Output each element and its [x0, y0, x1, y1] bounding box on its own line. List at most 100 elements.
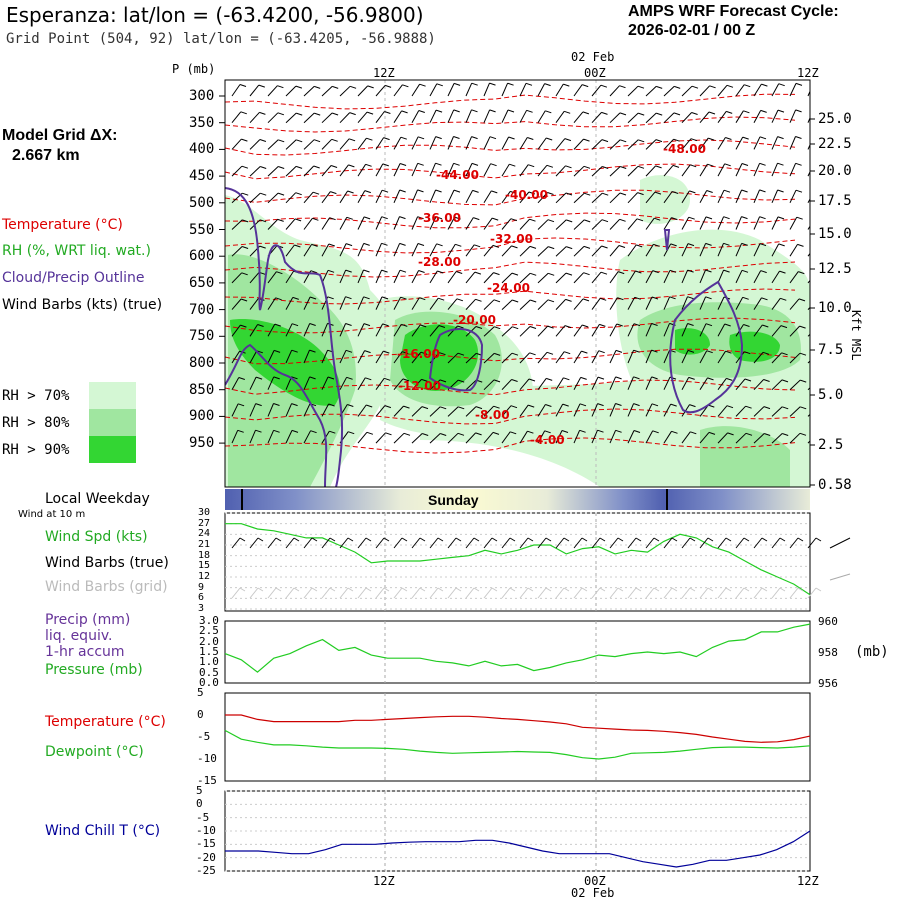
wind-barb: [645, 403, 653, 417]
wind-barb: [411, 379, 422, 391]
model-grid-value: 2.667 km: [12, 147, 80, 164]
rh-90-label: RH > 90%: [2, 442, 70, 458]
wind-barb: [393, 216, 400, 230]
wind-barb: [519, 246, 531, 257]
wind-barb: [663, 296, 671, 310]
wind-barb: [231, 219, 243, 230]
wind-barb: [555, 246, 567, 257]
wind-barb-flag: [453, 82, 461, 86]
wind-barb-flag: [620, 166, 627, 169]
wind-barb-flag: [278, 139, 285, 143]
wind-barb-flag: [313, 165, 320, 169]
wind-barb-flag: [510, 190, 517, 194]
wind-barb: [249, 376, 257, 390]
wind-barb: [483, 82, 490, 97]
wind-barb-flag: [436, 243, 443, 247]
wind-barb-flag: [363, 296, 370, 300]
wind-barb-flag: [259, 139, 267, 142]
wind-barb-flag: [255, 403, 262, 407]
height-tick: 0.58: [818, 477, 852, 493]
wind-barb: [789, 83, 797, 97]
isotherm-line: [225, 139, 796, 156]
wind-barb-flag: [277, 192, 285, 196]
local-weekday-label: Local Weekday: [45, 491, 150, 507]
wind-barb-flag: [619, 218, 626, 222]
wind-barb-flag: [548, 246, 555, 250]
wind-barb: [393, 405, 404, 417]
wind-barb-flag: [327, 376, 335, 380]
wind-barb: [267, 376, 275, 390]
wind-barb-flag: [600, 297, 607, 301]
wind-barb-flag: [777, 216, 785, 220]
surface-wind-barb-flag: [329, 537, 336, 542]
wind-barb: [231, 246, 243, 257]
wind-barb: [303, 349, 310, 364]
wind-barb: [789, 432, 801, 444]
height-tick: 20.0: [818, 163, 852, 179]
wind-barb: [771, 352, 782, 364]
bottom-tick-12z-b: 12Z: [797, 874, 819, 888]
surface-wind-barb: [717, 537, 727, 549]
grid-wind-barb-flag: [527, 587, 534, 592]
wind-barbs-legend: Wind Barbs (kts) (true): [2, 297, 163, 313]
wind-barb-flag: [582, 298, 590, 302]
wind-barb: [573, 403, 581, 417]
wind-barb-flag: [584, 192, 591, 196]
wind-barb-flag: [709, 85, 716, 89]
wind-barb-flag: [363, 323, 371, 327]
wind-barb: [807, 225, 810, 230]
wind-barb-flag: [365, 163, 372, 167]
wind-barb: [573, 138, 584, 150]
wind-barb-flag: [600, 84, 608, 88]
grid-wind-barb-flag: [653, 587, 660, 592]
wind-barb: [501, 272, 513, 284]
wind-chill-label: Wind Chill T (°C): [45, 823, 161, 839]
wind-barb: [303, 430, 312, 444]
surface-wind-barb: [483, 537, 493, 549]
surface-wind-barb-flag: [761, 537, 768, 542]
wind-barb-flag: [366, 431, 374, 435]
wind-barb: [807, 90, 810, 97]
wind-barb-flag: [455, 243, 462, 247]
wind-barb-flag: [527, 137, 534, 140]
grid-wind-barb: [519, 587, 529, 599]
wind-barb: [771, 136, 779, 150]
wind-barb: [573, 324, 583, 337]
wind-barb-flag: [818, 380, 824, 382]
wind-barb-flag: [687, 269, 694, 273]
wind-barb: [573, 84, 583, 97]
wind-barb-flag: [708, 137, 715, 141]
wind-barb: [681, 85, 693, 97]
wind-barb-flag: [240, 298, 248, 302]
cloud-legend: Cloud/Precip Outline: [2, 270, 145, 286]
wind-barb: [483, 353, 495, 364]
wind-barb-flag: [400, 136, 407, 140]
surface-wind-barb: [663, 537, 673, 549]
wind-barb: [411, 110, 420, 123]
bottom-tick-00z: 00Z: [584, 874, 606, 888]
temp-ytick: -15: [197, 774, 217, 787]
height-tick: 17.5: [818, 193, 852, 209]
wind-barb-flag: [741, 163, 749, 166]
precip-ytick: 2.5: [199, 624, 219, 638]
wind-barb: [393, 84, 403, 97]
pressure-tick-950: 950: [189, 435, 215, 452]
wind-barb: [663, 112, 675, 124]
wind-barb: [375, 85, 386, 97]
grid-wind-barb: [753, 587, 763, 599]
wind-barb-flag: [399, 216, 406, 220]
wind-barb: [645, 165, 656, 177]
wind-barb-flag: [420, 324, 427, 328]
wind-barb: [771, 379, 783, 391]
surface-wind-barb: [429, 537, 439, 549]
temp-ytick: -5: [197, 730, 211, 743]
surface-wind-barb-flag: [509, 537, 516, 542]
wind-barb-flag: [345, 349, 353, 353]
wind-barb: [789, 216, 798, 230]
wind-barb-flag: [381, 242, 388, 246]
wind-barb-flag: [275, 297, 282, 301]
grid-wind-barb: [699, 587, 709, 599]
wind-barb: [735, 405, 746, 417]
wind-barb: [789, 298, 800, 310]
surface-wind-barb: [393, 537, 403, 549]
